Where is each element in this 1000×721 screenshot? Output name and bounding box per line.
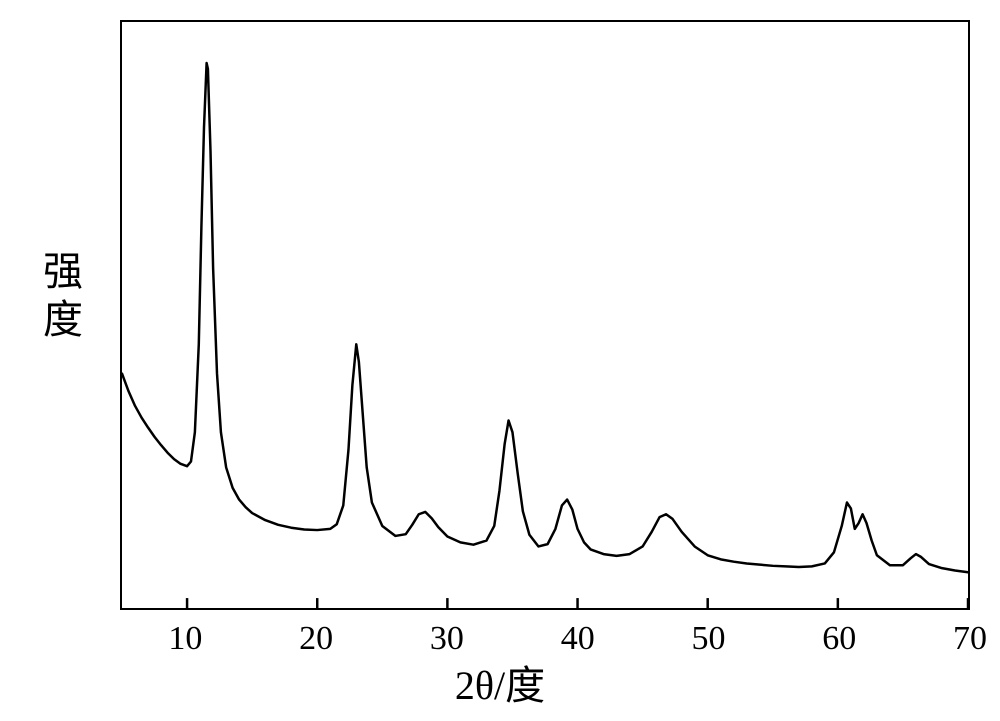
- chart-svg: [122, 22, 968, 608]
- plot-area: [120, 20, 970, 610]
- y-axis-label: 强度: [30, 250, 88, 346]
- x-axis-label-container: 2θ/度: [0, 653, 1000, 711]
- x-axis-label: 2θ/度: [455, 663, 545, 708]
- xrd-chart: 强度 10203040506070 2θ/度: [0, 0, 1000, 721]
- xrd-curve: [122, 63, 968, 572]
